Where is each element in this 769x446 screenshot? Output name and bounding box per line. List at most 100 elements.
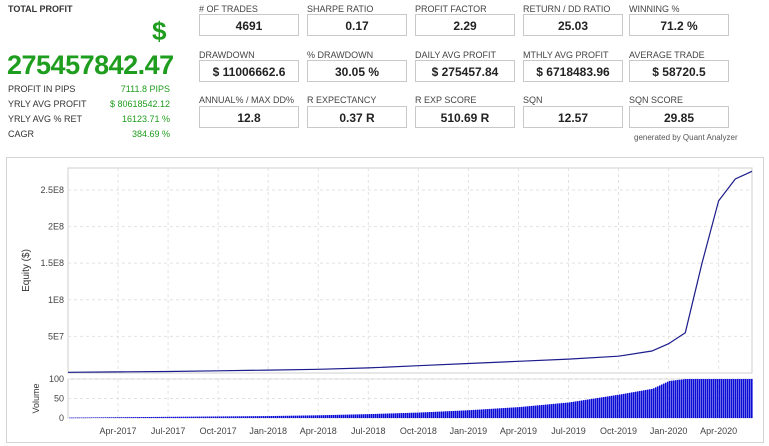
volume-bar <box>427 412 429 418</box>
volume-bar <box>365 414 367 418</box>
volume-bar <box>217 416 219 418</box>
volume-bar <box>447 411 449 418</box>
volume-bar <box>231 416 233 418</box>
metric-label: PROFIT IN PIPS <box>8 84 76 94</box>
volume-bar <box>467 410 469 418</box>
volume-bar <box>299 415 301 418</box>
volume-bar <box>423 412 425 418</box>
volume-bar <box>193 416 195 418</box>
volume-bar <box>395 413 397 418</box>
volume-bar <box>439 411 441 418</box>
volume-bar <box>183 416 185 418</box>
volume-bar <box>309 415 311 418</box>
total-profit-value: 275457842.47 <box>7 50 174 80</box>
volume-bar <box>463 410 465 418</box>
volume-bar <box>271 416 273 418</box>
volume-bar <box>573 401 575 418</box>
x-tick-label: Apr-2019 <box>500 426 537 436</box>
volume-bar <box>347 414 349 418</box>
volume-bar <box>311 415 313 418</box>
volume-bar <box>505 407 507 418</box>
stat-value-daily-avg: $ 275457.84 <box>415 60 515 82</box>
volume-bar <box>283 415 285 418</box>
stat-label-pct-drawdown: % DRAWDOWN <box>307 50 374 60</box>
volume-bar <box>317 415 319 418</box>
volume-bar <box>401 413 403 418</box>
stat-label-trades: # OF TRADES <box>199 4 258 14</box>
stat-label-r-exp-score: R EXP SCORE <box>415 95 477 105</box>
volume-bar <box>567 402 569 418</box>
volume-bar <box>445 411 447 418</box>
volume-bar <box>273 415 275 418</box>
volume-bar <box>695 379 697 418</box>
volume-bar <box>723 379 725 418</box>
volume-bar <box>137 417 139 418</box>
x-tick-label: Jul-2018 <box>351 426 386 436</box>
volume-bar <box>257 416 259 418</box>
volume-bar <box>513 407 515 418</box>
volume-bar <box>387 413 389 418</box>
volume-bar <box>415 412 417 418</box>
volume-bar <box>673 380 675 418</box>
metric-label: YRLY AVG PROFIT <box>8 99 87 109</box>
volume-bar <box>385 413 387 418</box>
volume-bar <box>689 379 691 418</box>
volume-bar <box>251 416 253 418</box>
volume-bar <box>633 392 635 418</box>
volume-bar <box>575 401 577 418</box>
volume-bar <box>727 379 729 418</box>
stat-label-average-trade: AVERAGE TRADE <box>629 50 705 60</box>
volume-bar <box>601 397 603 418</box>
stat-value-sqn: 12.57 <box>523 106 623 128</box>
x-tick-label: Oct-2018 <box>400 426 437 436</box>
volume-bar <box>83 417 85 419</box>
volume-bar <box>111 417 113 418</box>
volume-bar <box>511 407 513 418</box>
volume-bar <box>241 416 243 418</box>
volume-bar <box>119 417 121 418</box>
equity-axis-label: Equity ($) <box>21 249 32 292</box>
stat-label-profit-factor: PROFIT FACTOR <box>415 4 487 14</box>
stat-value-profit-factor: 2.29 <box>415 14 515 36</box>
volume-bar <box>683 379 685 418</box>
volume-bar <box>565 402 567 418</box>
volume-bar <box>629 392 631 418</box>
volume-bar <box>479 409 481 418</box>
stat-label-sqn-score: SQN SCORE <box>629 95 684 105</box>
volume-bar <box>359 414 361 418</box>
volume-bar <box>383 413 385 418</box>
volume-bar <box>343 414 345 418</box>
volume-bar <box>599 397 601 418</box>
volume-bar <box>249 416 251 418</box>
volume-bar <box>345 414 347 418</box>
volume-bar <box>641 390 643 418</box>
volume-bar <box>449 411 451 418</box>
volume-bar <box>481 409 483 418</box>
volume-bar <box>169 416 171 418</box>
volume-bar <box>219 416 221 418</box>
volume-bar <box>223 416 225 418</box>
volume-bar <box>631 392 633 418</box>
volume-bar <box>557 403 559 418</box>
equity-y-tick-label: 2E8 <box>48 222 64 232</box>
stat-label-drawdown: DRAWDOWN <box>199 50 255 60</box>
volume-bar <box>579 400 581 418</box>
volume-bar <box>731 379 733 418</box>
volume-bar <box>263 416 265 418</box>
volume-bar <box>291 415 293 418</box>
volume-bar <box>691 379 693 418</box>
volume-bar <box>133 417 135 418</box>
volume-bar <box>663 383 665 418</box>
volume-bar <box>397 413 399 418</box>
stat-value-sharpe: 0.17 <box>307 14 407 36</box>
volume-y-tick-label: 0 <box>59 413 64 423</box>
volume-bar <box>247 416 249 418</box>
metric-value: 7111.8 PIPS <box>120 84 170 94</box>
volume-bar <box>651 388 653 418</box>
volume-bar <box>647 389 649 418</box>
volume-bar <box>381 413 383 418</box>
volume-bar <box>515 407 517 418</box>
volume-bar <box>265 416 267 418</box>
volume-bar <box>585 399 587 418</box>
volume-bar <box>543 404 545 418</box>
